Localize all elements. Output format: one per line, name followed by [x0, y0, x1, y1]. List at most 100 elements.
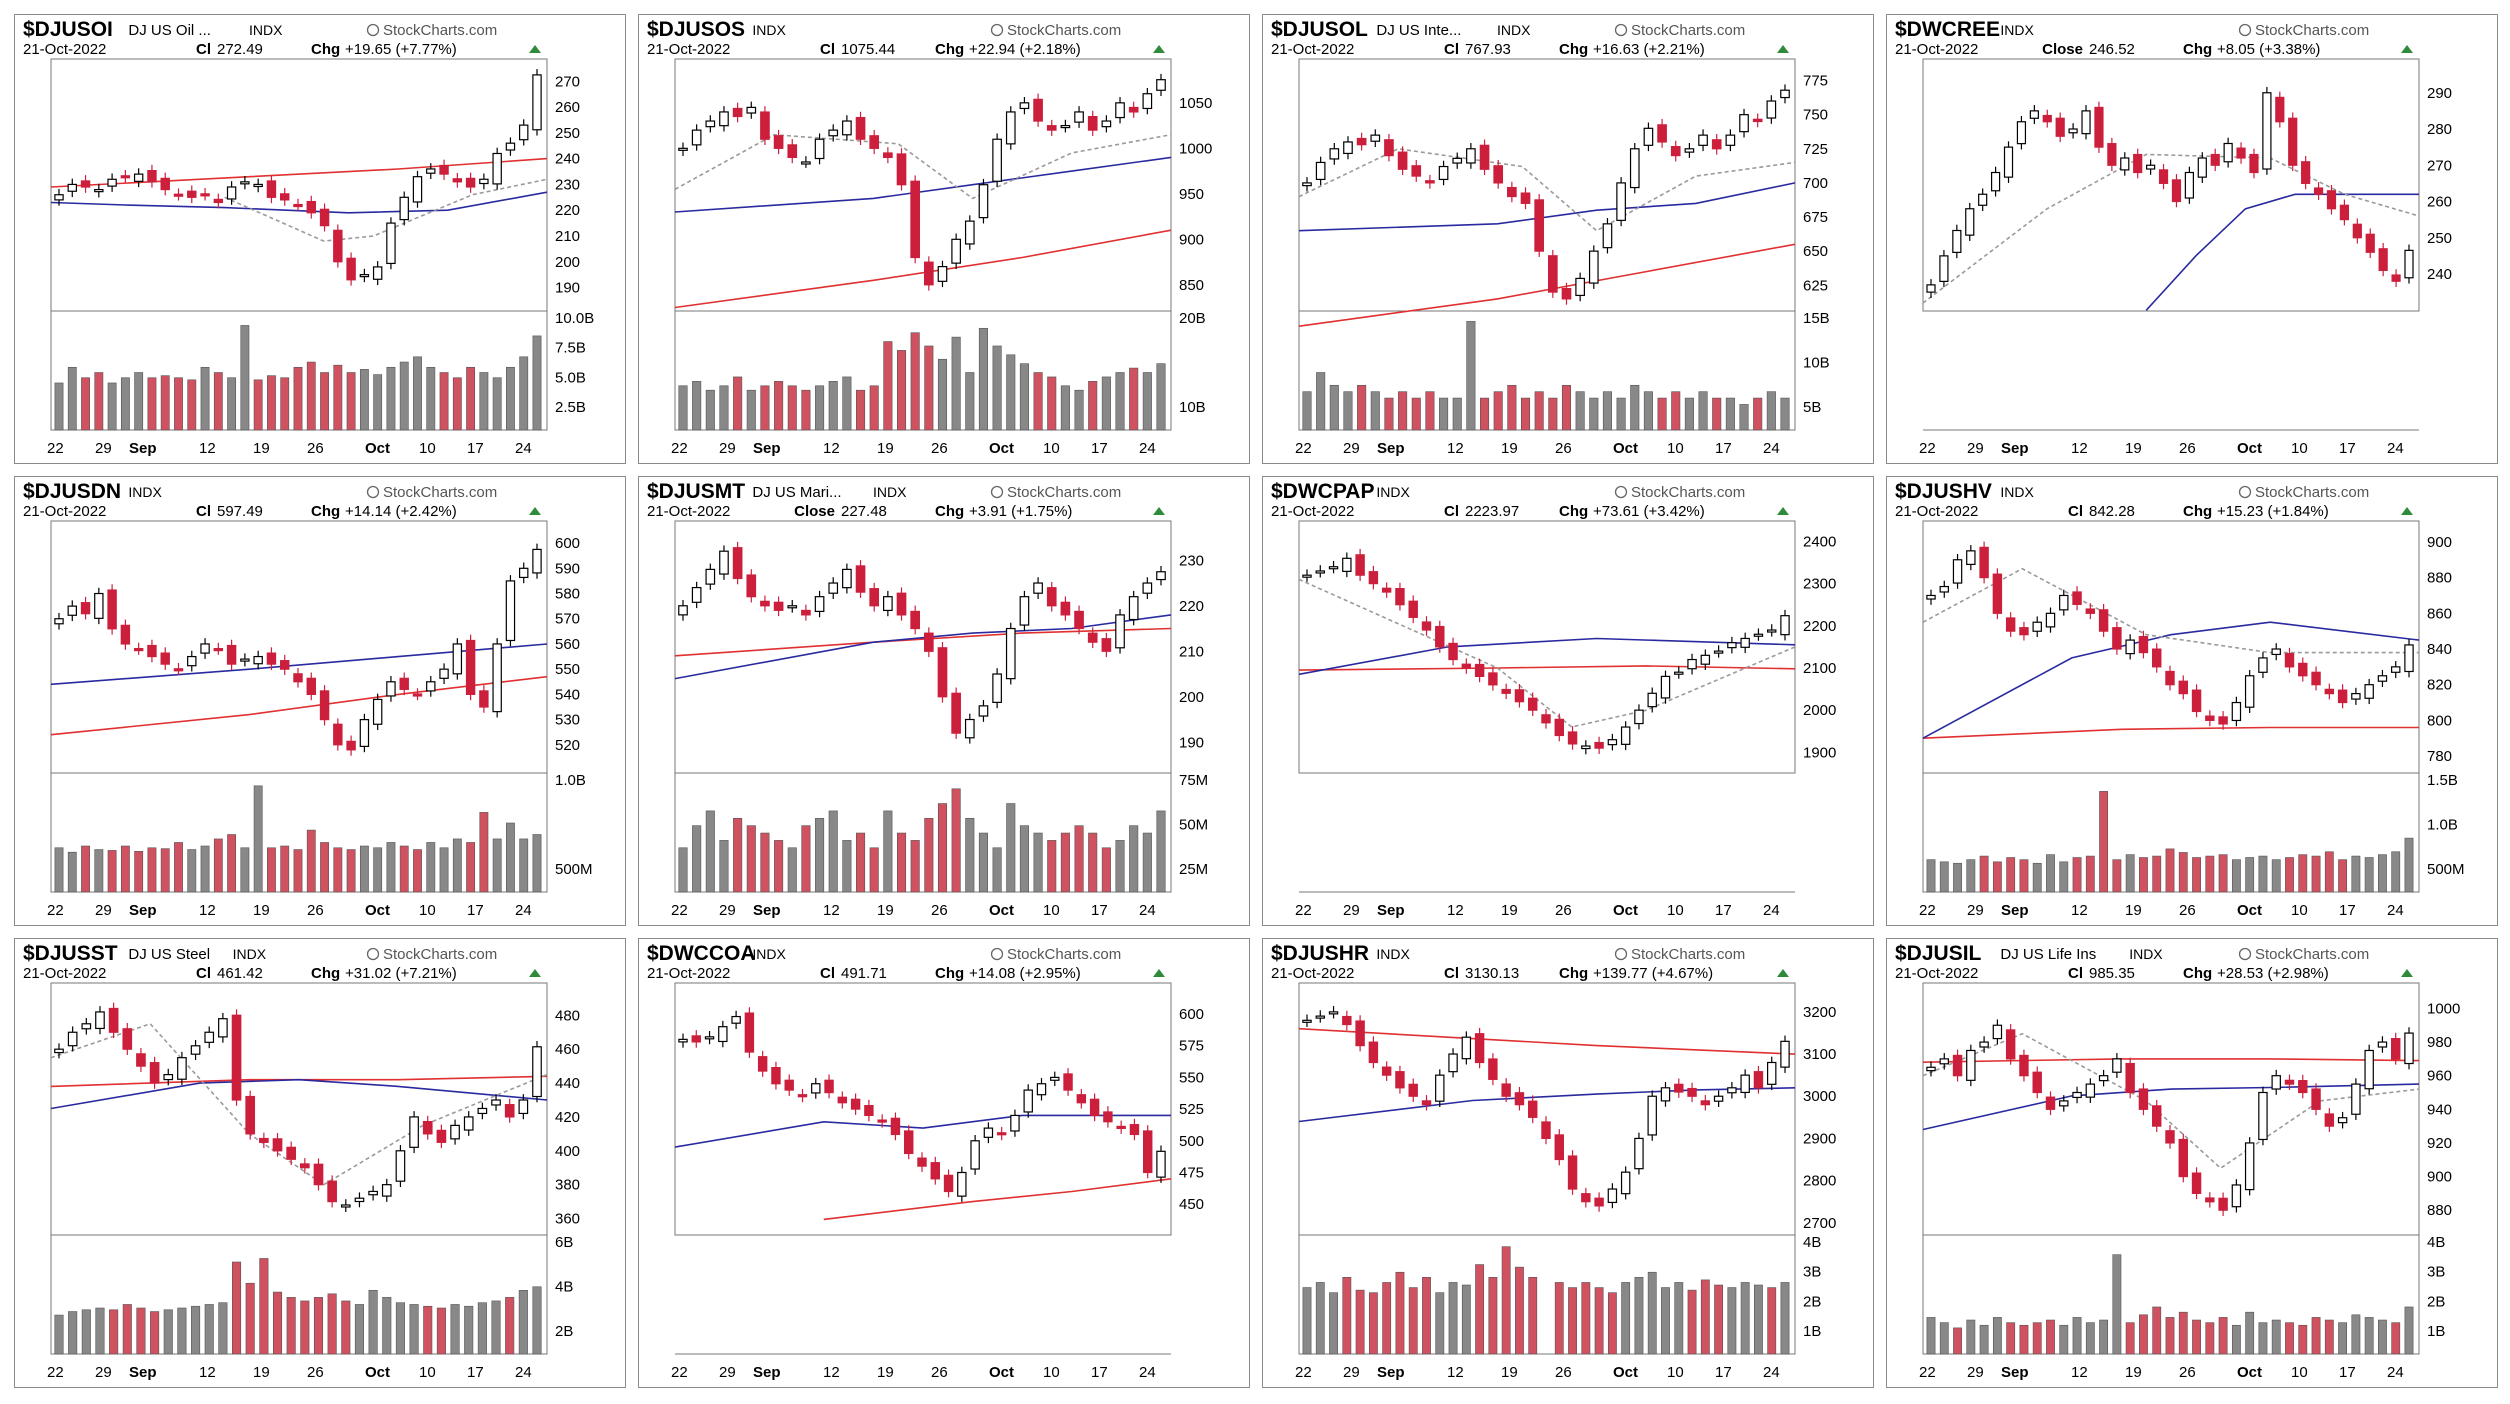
candle-body — [465, 177, 476, 188]
x-tick-label: 10 — [2291, 902, 2308, 919]
volume-bar — [1422, 1277, 1431, 1355]
candle-body — [2352, 223, 2362, 239]
volume-bar — [2324, 851, 2334, 893]
price-tick-label: 420 — [555, 1109, 580, 1126]
x-tick-label: 26 — [931, 1364, 948, 1381]
volume-bar — [346, 372, 356, 431]
candle-body — [107, 589, 117, 630]
volume-bar — [828, 810, 838, 893]
volume-bar — [1674, 1282, 1684, 1355]
volume-bar — [218, 1302, 228, 1355]
volume-bar — [245, 1282, 255, 1355]
candle-body — [2339, 204, 2350, 221]
candle-body — [1780, 89, 1790, 99]
price-tick-label: 525 — [1179, 1101, 1204, 1118]
candle-body — [951, 238, 961, 264]
close-value: 1075.44 — [841, 41, 895, 58]
volume-bar — [1966, 1319, 1976, 1355]
volume-bar — [187, 849, 197, 893]
x-tick-label: 29 — [95, 1364, 112, 1381]
candle-body — [1010, 1114, 1020, 1132]
close-label: Cl — [1444, 41, 1459, 58]
candle-body — [1514, 1092, 1525, 1106]
candle-body — [2311, 1088, 2321, 1110]
close-value: 227.48 — [841, 503, 887, 520]
candle-body — [2016, 121, 2027, 145]
volume-bar — [120, 845, 130, 893]
candle-body — [2205, 1197, 2215, 1203]
volume-bar — [227, 834, 237, 893]
volume-bar — [1528, 1277, 1538, 1355]
candle-body — [1581, 745, 1591, 750]
candle-body — [1328, 566, 1339, 570]
candle-body — [386, 681, 396, 697]
volume-bar — [869, 385, 879, 431]
volume-bar — [191, 1305, 201, 1355]
candle-body — [1966, 550, 1976, 566]
candle-body — [2191, 1172, 2202, 1194]
candle-body — [240, 181, 250, 185]
volume-tick-label: 1B — [1803, 1323, 1821, 1340]
candle-body — [1740, 637, 1750, 648]
volume-bar — [1368, 1292, 1378, 1355]
volume-bar — [1129, 367, 1139, 431]
volume-bar — [1753, 397, 1763, 431]
candle-body — [1356, 137, 1367, 146]
candle-body — [2003, 146, 2014, 178]
chg-label: Chg — [935, 965, 964, 982]
candle-body — [1116, 1125, 1126, 1130]
volume-tick-label: 20B — [1179, 310, 1206, 327]
candle-body — [910, 610, 921, 630]
copyright-icon — [366, 23, 380, 37]
volume-bar — [733, 376, 743, 431]
volume-pane — [674, 772, 1172, 893]
volume-bar — [1630, 384, 1640, 431]
candle-body — [2055, 117, 2065, 137]
x-tick-label: 19 — [253, 1364, 270, 1381]
volume-bar — [532, 335, 542, 431]
volume-bar — [774, 381, 784, 431]
chart-svg: $DJUSIL DJ US Life Ins INDX StockCharts.com… — [1895, 942, 2460, 1381]
volume-bar — [978, 832, 988, 893]
volume-bar — [1594, 1287, 1604, 1355]
x-tick-label: 10 — [1667, 902, 1684, 919]
volume-bar — [1101, 847, 1111, 893]
chart-svg: $DWCREE INDX StockCharts.com 21-Oct-2022 Clo… — [1895, 18, 2452, 457]
price-tick-label: 2900 — [1803, 1130, 1836, 1147]
candle-body — [1567, 731, 1578, 745]
candle-body — [1461, 1036, 1472, 1060]
candle-body — [1368, 571, 1379, 585]
candle-body — [2364, 684, 2374, 699]
candle-body — [293, 673, 303, 683]
x-tick-label: 17 — [467, 1364, 484, 1381]
volume-bar — [439, 372, 449, 431]
candle-body — [1156, 571, 1166, 581]
volume-bar — [67, 366, 77, 431]
volume-bar — [1480, 397, 1490, 431]
volume-tick-label: 2.5B — [555, 399, 586, 416]
candle-body — [386, 222, 396, 265]
candle-body — [1528, 697, 1538, 711]
volume-bar — [2072, 857, 2082, 893]
chg-label: Chg — [935, 41, 964, 58]
candle-body — [1103, 1111, 1113, 1123]
x-tick-label: 26 — [931, 902, 948, 919]
volume-bar — [2404, 837, 2414, 893]
exchange-label: INDX — [128, 484, 162, 500]
candle-body — [1514, 689, 1525, 703]
candle-body — [2197, 157, 2207, 178]
x-tick-label: 24 — [2387, 1364, 2404, 1381]
volume-bar — [466, 366, 476, 431]
volume-bar — [992, 345, 1002, 431]
volume-bar — [692, 825, 702, 893]
sma-mid-line — [1298, 1087, 1796, 1123]
chg-value: +73.61 (+3.42%) — [1593, 503, 1705, 520]
candle-body — [797, 1094, 808, 1098]
close-value: 842.28 — [2089, 503, 2135, 520]
candle-body — [2005, 617, 2016, 632]
volume-tick-label: 500M — [555, 861, 593, 878]
price-tick-label: 460 — [555, 1041, 580, 1058]
volume-bar — [1060, 832, 1070, 893]
candle-body — [2324, 1113, 2335, 1127]
candle-body — [2029, 110, 2039, 119]
